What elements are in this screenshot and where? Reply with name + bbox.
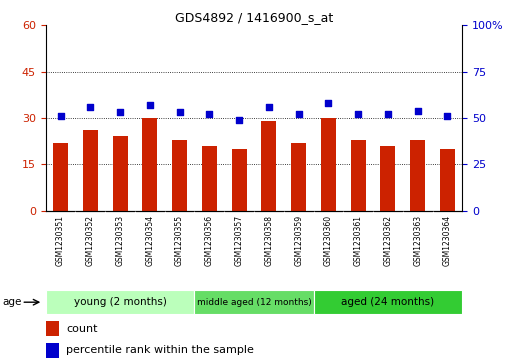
Point [205, 111, 213, 117]
Text: GSM1230352: GSM1230352 [86, 215, 95, 265]
Bar [313, 290, 462, 314]
Text: aged (24 months): aged (24 months) [341, 297, 434, 307]
Bar [321, 118, 336, 211]
Text: GSM1230364: GSM1230364 [443, 215, 452, 266]
Text: GSM1230358: GSM1230358 [264, 215, 273, 265]
Bar [202, 146, 217, 211]
Bar [113, 136, 128, 211]
Text: middle aged (12 months): middle aged (12 months) [197, 298, 311, 307]
Text: GDS4892 / 1416900_s_at: GDS4892 / 1416900_s_at [175, 11, 333, 24]
Text: GSM1230353: GSM1230353 [116, 215, 124, 266]
Point [86, 104, 94, 110]
Point [235, 117, 243, 123]
Text: GSM1230355: GSM1230355 [175, 215, 184, 266]
Bar [410, 140, 425, 211]
Bar [440, 149, 455, 211]
Point [443, 113, 452, 119]
Text: age: age [3, 297, 22, 307]
Text: GSM1230356: GSM1230356 [205, 215, 214, 266]
Bar [46, 290, 195, 314]
Text: percentile rank within the sample: percentile rank within the sample [66, 345, 254, 355]
Point [384, 111, 392, 117]
Text: GSM1230360: GSM1230360 [324, 215, 333, 266]
Point [146, 102, 154, 108]
Bar [53, 143, 68, 211]
Bar [262, 121, 276, 211]
Bar [380, 146, 395, 211]
Bar [83, 130, 98, 211]
Text: GSM1230362: GSM1230362 [384, 215, 392, 265]
Point [116, 110, 124, 115]
Bar [46, 343, 59, 358]
Text: young (2 months): young (2 months) [74, 297, 167, 307]
Bar [142, 118, 157, 211]
Text: GSM1230359: GSM1230359 [294, 215, 303, 266]
Bar [46, 321, 59, 336]
Point [295, 111, 303, 117]
Point [176, 110, 184, 115]
Point [265, 104, 273, 110]
Text: GSM1230361: GSM1230361 [354, 215, 363, 265]
Bar [195, 290, 313, 314]
Point [354, 111, 362, 117]
Bar [172, 140, 187, 211]
Text: GSM1230354: GSM1230354 [145, 215, 154, 266]
Bar [291, 143, 306, 211]
Point [56, 113, 65, 119]
Bar [351, 140, 366, 211]
Point [324, 100, 332, 106]
Text: GSM1230351: GSM1230351 [56, 215, 65, 265]
Bar [232, 149, 246, 211]
Text: GSM1230363: GSM1230363 [413, 215, 422, 266]
Point [414, 108, 422, 114]
Text: GSM1230357: GSM1230357 [235, 215, 244, 266]
Text: count: count [66, 323, 98, 334]
